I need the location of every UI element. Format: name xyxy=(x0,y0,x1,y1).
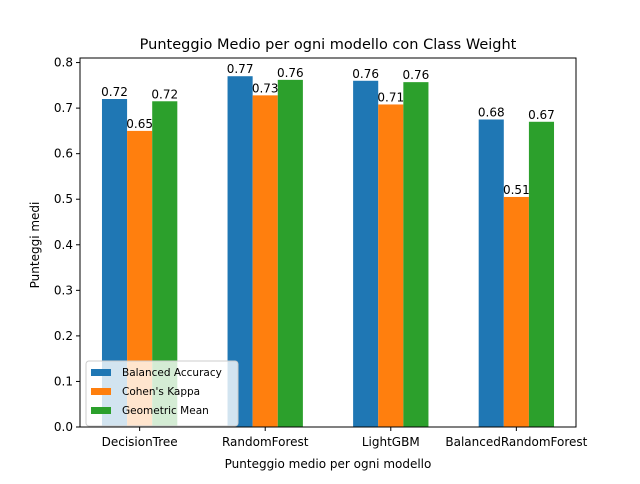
x-axis-label: Punteggio medio per ogni modello xyxy=(225,457,432,471)
x-tick-label: RandomForest xyxy=(222,435,309,449)
y-tick-label: 0.7 xyxy=(54,101,73,115)
data-label: 0.77 xyxy=(227,62,254,76)
data-label: 0.51 xyxy=(503,183,530,197)
y-tick-label: 0.3 xyxy=(54,283,73,297)
bar xyxy=(528,121,555,428)
legend-swatch xyxy=(91,388,111,395)
data-label: 0.71 xyxy=(377,90,404,104)
axes-frame xyxy=(79,57,577,428)
bar xyxy=(503,196,529,427)
y-tick-label: 0.1 xyxy=(54,374,73,388)
legend-label: Balanced Accuracy xyxy=(122,367,222,379)
legend-box xyxy=(85,360,239,427)
data-label: 0.72 xyxy=(151,87,178,101)
bar xyxy=(478,119,504,427)
y-tick-label: 0.6 xyxy=(54,147,73,161)
legend-swatch xyxy=(91,369,111,376)
x-tick-label: BalancedRandomForest xyxy=(445,435,587,449)
y-tick-label: 0.5 xyxy=(54,192,73,206)
bar xyxy=(252,95,278,427)
data-label: 0.76 xyxy=(352,67,379,81)
data-label: 0.67 xyxy=(528,108,555,122)
y-tick-label: 0.2 xyxy=(54,329,73,343)
data-label: 0.76 xyxy=(403,68,430,82)
chart-title: Punteggio Medio per ogni modello con Cla… xyxy=(140,37,517,53)
data-label: 0.73 xyxy=(252,81,279,95)
y-axis-label: Punteggi medi xyxy=(28,202,42,289)
legend-label: Geometric Mean xyxy=(122,405,209,417)
chart-legend: Balanced Accuracy Cohen's Kappa Geometric … xyxy=(85,360,239,427)
y-tick-label: 0.0 xyxy=(54,420,73,434)
bar xyxy=(378,104,404,427)
x-tick-label: DecisionTree xyxy=(102,435,178,449)
data-label: 0.68 xyxy=(478,106,505,120)
data-label: 0.72 xyxy=(101,85,128,99)
data-label: 0.65 xyxy=(126,117,153,131)
y-tick-label: 0.8 xyxy=(54,56,73,70)
x-tick-label: LightGBM xyxy=(362,435,420,449)
bar xyxy=(403,82,429,428)
legend-label: Cohen's Kappa xyxy=(122,386,200,398)
y-tick-label: 0.4 xyxy=(54,238,73,252)
legend-swatch xyxy=(91,407,111,414)
bar xyxy=(277,79,303,427)
bar xyxy=(353,80,379,428)
data-label: 0.76 xyxy=(277,66,304,80)
